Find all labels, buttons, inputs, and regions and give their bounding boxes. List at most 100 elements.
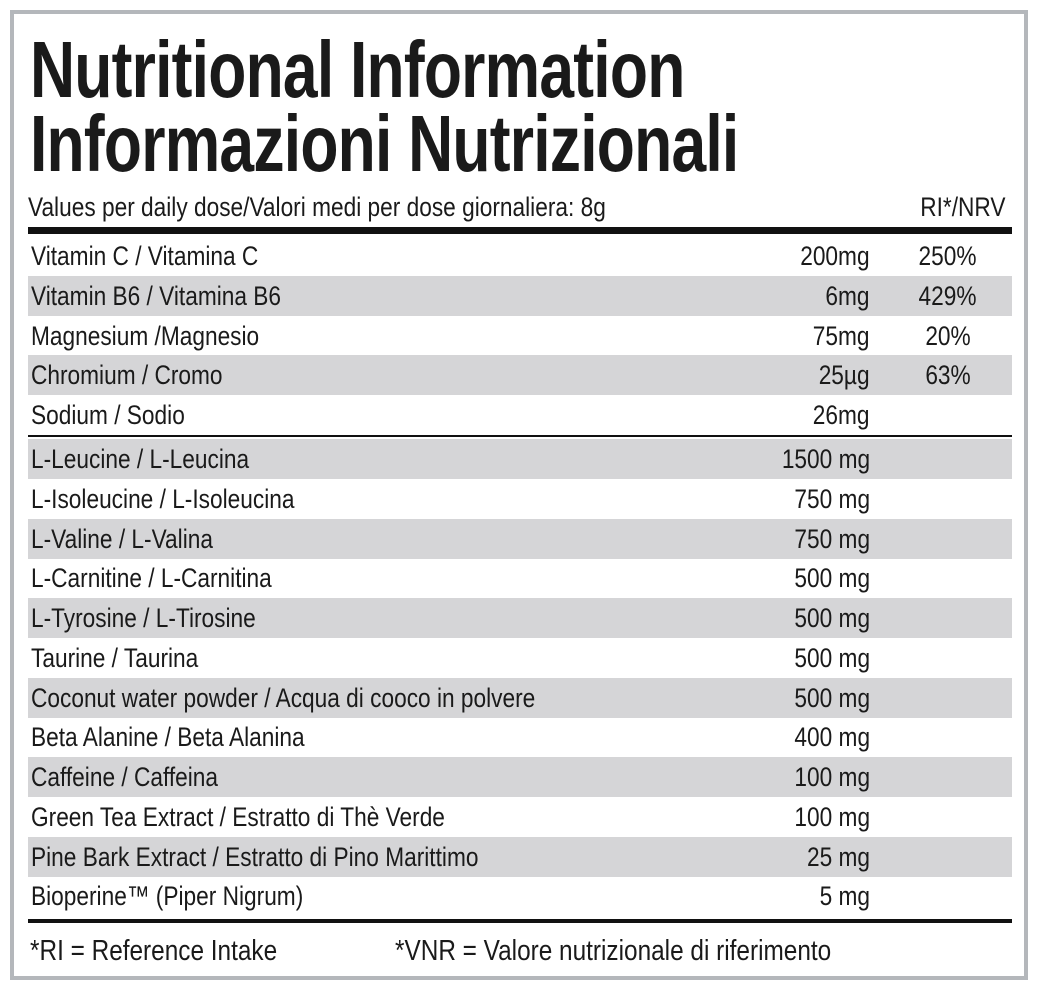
- dose-info: Values per daily dose/Valori medi per do…: [28, 192, 716, 222]
- footnote: *VNR = Valore nutrizionale di riferiment…: [395, 935, 914, 967]
- table-row: L-Isoleucine / L-Isoleucina 750 mg: [28, 479, 1012, 519]
- nutrient-amount: 26mg: [802, 395, 870, 435]
- thin-rule: [28, 435, 1012, 437]
- nutrient-ri-text: 20%: [925, 320, 971, 351]
- nutrient-amount-text: 400 mg: [794, 722, 870, 753]
- nutrient-amount-text: 500 mg: [794, 563, 870, 594]
- nutrient-amount: 500 mg: [780, 598, 870, 638]
- nutrient-amount-text: 1500 mg: [781, 444, 870, 474]
- nutrient-name: Bioperine™ (Piper Nigrum): [31, 876, 355, 916]
- nutrient-ri-text: 63%: [925, 360, 971, 391]
- nutrient-amount-text: 100 mg: [794, 762, 870, 792]
- title: Informazioni Nutrizionali: [30, 99, 739, 188]
- table-row: Coconut water powder / Acqua di cooco in…: [28, 677, 1012, 718]
- table-row: L-Carnitine / L-Carnitina 500 mg: [28, 558, 1012, 598]
- nutrient-amount: 5 mg: [810, 876, 870, 916]
- nutrient-name: L-Carnitine / L-Carnitina: [31, 558, 318, 598]
- ri-heading-text: RI*/NRV: [920, 192, 1006, 222]
- nutrient-name: Chromium / Cromo: [31, 355, 259, 395]
- nutrient-amount: 500 mg: [780, 638, 870, 678]
- nutrient-name: L-Leucine / L-Leucina: [31, 439, 291, 479]
- nutrient-name-text: Chromium / Cromo: [31, 360, 223, 391]
- title: Nutritional Information: [30, 25, 685, 114]
- nutrient-name-text: Beta Alanine / Beta Alanina: [31, 722, 305, 753]
- nutrient-amount-text: 25µg: [819, 360, 870, 391]
- nutrient-name-text: L-Isoleucine / L-Isoleucina: [31, 483, 295, 514]
- nutrient-name-text: Bioperine™ (Piper Nigrum): [31, 881, 304, 912]
- table-row: Vitamin C / Vitamina C 200mg 250%: [28, 236, 1012, 276]
- nutrient-name: Vitamin C / Vitamina C: [31, 236, 302, 276]
- nutrient-name: Vitamin B6 / Vitamina B6: [31, 276, 329, 316]
- nutrient-name-text: Magnesium /Magnesio: [31, 320, 260, 351]
- thick-rule: [28, 919, 1012, 923]
- nutrient-amount-text: 5 mg: [819, 881, 870, 912]
- nutrient-name-text: L-Tyrosine / L-Tirosine: [31, 603, 256, 633]
- nutrient-amount-text: 200mg: [800, 241, 870, 271]
- nutrient-amount: 25 mg: [795, 837, 870, 877]
- table-row: Green Tea Extract / Estratto di Thè Verd…: [28, 797, 1012, 837]
- table-row: Sodium / Sodio 26mg: [28, 395, 1012, 435]
- nutrient-amount: 200mg: [787, 236, 870, 276]
- nutrient-name: Coconut water powder / Acqua di cooco in…: [31, 678, 631, 718]
- nutrient-amount-text: 100 mg: [794, 801, 870, 832]
- nutrient-amount-text: 750 mg: [794, 523, 870, 554]
- nutrient-amount: 500 mg: [780, 678, 870, 718]
- table-row: Vitamin B6 / Vitamina B6 6mg 429%: [28, 275, 1012, 316]
- table-row: L-Tyrosine / L-Tirosine 500 mg: [28, 598, 1012, 638]
- nutrient-amount-text: 750 mg: [794, 483, 870, 514]
- table-row: Taurine / Taurina 500 mg: [28, 638, 1012, 678]
- nutrient-name-text: Vitamin B6 / Vitamina B6: [31, 280, 282, 311]
- nutrient-amount: 75mg: [802, 316, 870, 356]
- nutrient-name-text: Caffeine / Caffeina: [31, 762, 219, 792]
- table-row: Caffeine / Caffeina 100 mg: [28, 757, 1012, 797]
- dose-text: Values per daily dose/Valori medi per do…: [28, 192, 606, 222]
- nutrient-amount: 100 mg: [780, 797, 870, 837]
- thick-rule: [28, 227, 1012, 234]
- nutrient-ri: 429%: [908, 276, 988, 316]
- nutrient-amount-text: 26mg: [813, 400, 870, 430]
- nutrient-name: L-Isoleucine / L-Isoleucina: [31, 479, 345, 519]
- nutrient-amount: 750 mg: [780, 479, 870, 519]
- nutrient-amount: 100 mg: [780, 757, 870, 797]
- table-row: Magnesium /Magnesio 75mg 20%: [28, 316, 1012, 356]
- nutrient-name: Green Tea Extract / Estratto di Thè Verd…: [31, 797, 524, 837]
- nutrient-name: Beta Alanine / Beta Alanina: [31, 717, 357, 757]
- nutrient-name-text: L-Leucine / L-Leucina: [31, 444, 250, 474]
- table-row: L-Leucine / L-Leucina 1500 mg: [28, 439, 1012, 479]
- nutrient-ri: 20%: [908, 316, 988, 356]
- nutrient-amount-text: 75mg: [813, 320, 870, 351]
- nutrient-amount: 1500 mg: [765, 439, 870, 479]
- nutrient-ri: 63%: [908, 355, 988, 395]
- nutrient-name-text: Coconut water powder / Acqua di cooco in…: [31, 682, 536, 713]
- nutrient-amount-text: 500 mg: [794, 682, 870, 713]
- nutrient-amount-text: 6mg: [825, 280, 870, 311]
- nutrient-amount: 6mg: [817, 276, 870, 316]
- nutrient-name: Sodium / Sodio: [31, 395, 214, 435]
- table-row: L-Valine / L-Valina 750 mg: [28, 518, 1012, 559]
- nutrient-ri-text: 429%: [918, 280, 978, 311]
- ri-heading: RI*/NRV: [904, 192, 1006, 222]
- footnote: *RI = Reference Intake: [30, 935, 324, 967]
- nutrient-name-text: Taurine / Taurina: [31, 642, 199, 673]
- nutrient-ri: 250%: [908, 236, 988, 276]
- nutrient-amount-text: 500 mg: [794, 603, 870, 633]
- nutrient-name-text: Pine Bark Extract / Estratto di Pino Mar…: [31, 841, 479, 872]
- label-border: [10, 10, 1028, 980]
- footnote-text: *RI = Reference Intake: [30, 935, 278, 967]
- table-row: Beta Alanine / Beta Alanina 400 mg: [28, 717, 1012, 757]
- nutrient-name: Magnesium /Magnesio: [31, 316, 303, 356]
- nutrient-amount: 25µg: [809, 355, 870, 395]
- nutrient-name-text: Vitamin C / Vitamina C: [31, 241, 259, 271]
- nutrient-name-text: L-Carnitine / L-Carnitina: [31, 563, 272, 594]
- nutrient-amount-text: 500 mg: [794, 642, 870, 673]
- nutrient-amount: 500 mg: [780, 558, 870, 598]
- table-row: Bioperine™ (Piper Nigrum) 5 mg: [28, 876, 1012, 916]
- nutrient-amount-text: 25 mg: [806, 841, 870, 872]
- nutrient-name-text: Sodium / Sodio: [31, 400, 185, 430]
- nutrient-name: L-Valine / L-Valina: [31, 519, 248, 559]
- nutrient-name: Taurine / Taurina: [31, 638, 230, 678]
- footnote-text: *VNR = Valore nutrizionale di riferiment…: [395, 935, 832, 967]
- table-row: Pine Bark Extract / Estratto di Pino Mar…: [28, 836, 1012, 877]
- nutrient-ri-text: 250%: [918, 241, 978, 271]
